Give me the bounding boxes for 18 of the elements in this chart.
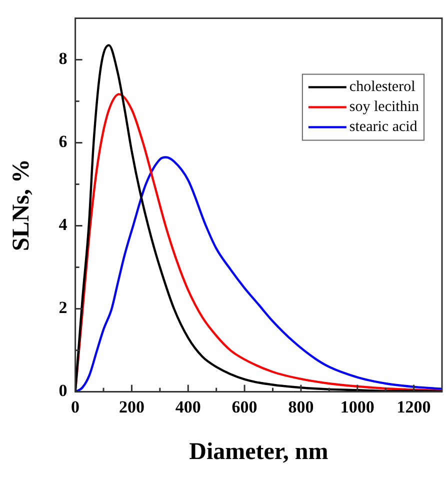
legend-label: soy lecithin	[349, 99, 420, 116]
y-tick-label: 8	[58, 49, 68, 68]
x-tick-label: 800	[288, 397, 314, 416]
x-tick-label: 400	[175, 397, 201, 416]
y-tick-label: 4	[58, 215, 68, 234]
x-tick-label: 600	[232, 397, 258, 416]
y-tick-label: 2	[58, 298, 68, 318]
x-tick-label: 1200	[396, 397, 431, 416]
line-series	[75, 156, 442, 392]
legend-label: cholesterol	[349, 79, 416, 96]
y-tick-label: 6	[58, 132, 68, 152]
x-tick-label: 200	[118, 397, 144, 416]
x-tick-label: 1000	[340, 397, 374, 416]
x-axis-title: Diameter, nm	[189, 438, 328, 465]
x-tick-label: 0	[71, 397, 80, 416]
y-tick-label: 0	[58, 381, 68, 400]
legend-label: stearic acid	[349, 119, 418, 136]
y-axis-title: SLNs, %	[8, 158, 35, 252]
